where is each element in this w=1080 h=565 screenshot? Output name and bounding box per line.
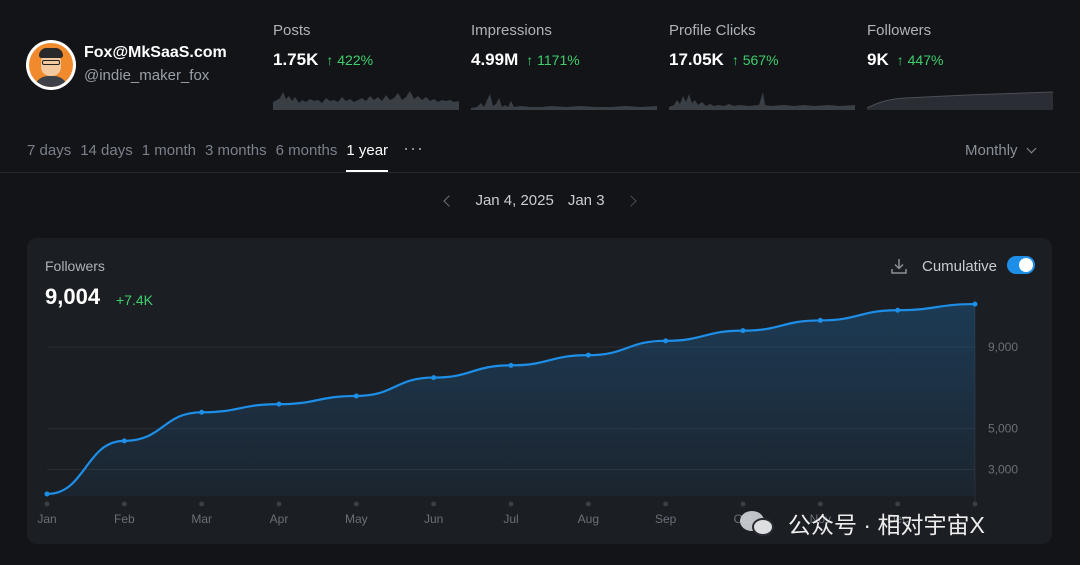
followers-card: Followers 9,004 +7.4K Cumulative (27, 238, 1052, 544)
stat-label: Profile Clicks (669, 22, 756, 39)
watermark-text: 公众号 · 相对宇宙X (788, 512, 985, 538)
profile-handle: @indie_maker_fox (84, 67, 210, 84)
more-ranges-icon[interactable]: ··· (403, 138, 425, 158)
stat-impressions[interactable]: Impressions 4.99M ↑ 1171% (471, 22, 661, 110)
profile: Fox@MkSaaS.com @indie_maker_fox (26, 40, 227, 90)
stat-label: Followers (867, 22, 932, 39)
impressions-sparkline (471, 94, 657, 110)
stat-change: ↑ 422% (326, 52, 374, 68)
stat-value: 1.75K (273, 50, 319, 69)
stat-label: Posts (273, 22, 311, 39)
date-end: Jan 3 (567, 192, 605, 209)
followers-sparkline (867, 91, 1053, 110)
stat-label: Impressions (471, 22, 552, 39)
wechat-icon (740, 508, 778, 538)
stat-value: 17.05K (669, 50, 724, 69)
stat-posts[interactable]: Posts 1.75K ↑ 422% (273, 22, 463, 110)
card-title: Followers (45, 258, 105, 274)
followers-delta: +7.4K (116, 292, 153, 308)
range-1-month[interactable]: 1 month (141, 142, 196, 159)
toggle-knob (1019, 258, 1033, 272)
stat-value: 4.99M (471, 50, 519, 69)
profile-clicks-sparkline (669, 92, 855, 110)
stat-change: ↑ 567% (731, 52, 779, 68)
date-start: Jan 4, 2025 (475, 192, 554, 209)
range-14-days[interactable]: 14 days (80, 142, 133, 159)
cumulative-label: Cumulative (922, 258, 998, 275)
range-3-months[interactable]: 3 months (204, 142, 267, 159)
followers-total: 9,004 (45, 284, 101, 309)
interval-label: Monthly (965, 142, 1018, 159)
range-6-months[interactable]: 6 months (275, 142, 338, 159)
stat-change: ↑ 447% (896, 52, 944, 68)
stat-followers[interactable]: Followers 9K ↑ 447% (867, 22, 1057, 110)
range-selector: 7 days 14 days 1 month 3 months 6 months… (27, 138, 424, 172)
range-7-days[interactable]: 7 days (27, 142, 72, 159)
previous-period-icon[interactable] (443, 194, 456, 207)
posts-sparkline (273, 91, 459, 110)
stat-value: 9K (867, 50, 889, 69)
divider (0, 172, 1080, 173)
avatar-image (29, 43, 73, 87)
profile-name: Fox@MkSaaS.com (84, 44, 227, 61)
chevron-down-icon (1026, 143, 1036, 154)
stat-change: ↑ 1171% (526, 52, 580, 68)
range-1-year[interactable]: 1 year (346, 142, 388, 172)
date-navigator: Jan 4, 2025 Jan 3 (0, 192, 1080, 209)
stat-profile-clicks[interactable]: Profile Clicks 17.05K ↑ 567% (669, 22, 859, 110)
cumulative-toggle[interactable] (1007, 256, 1035, 274)
next-period-icon[interactable] (624, 194, 637, 207)
download-icon[interactable] (889, 256, 909, 276)
watermark: 公众号 · 相对宇宙X (740, 506, 985, 540)
avatar[interactable] (26, 40, 76, 90)
interval-select[interactable]: Monthly (965, 142, 1036, 159)
